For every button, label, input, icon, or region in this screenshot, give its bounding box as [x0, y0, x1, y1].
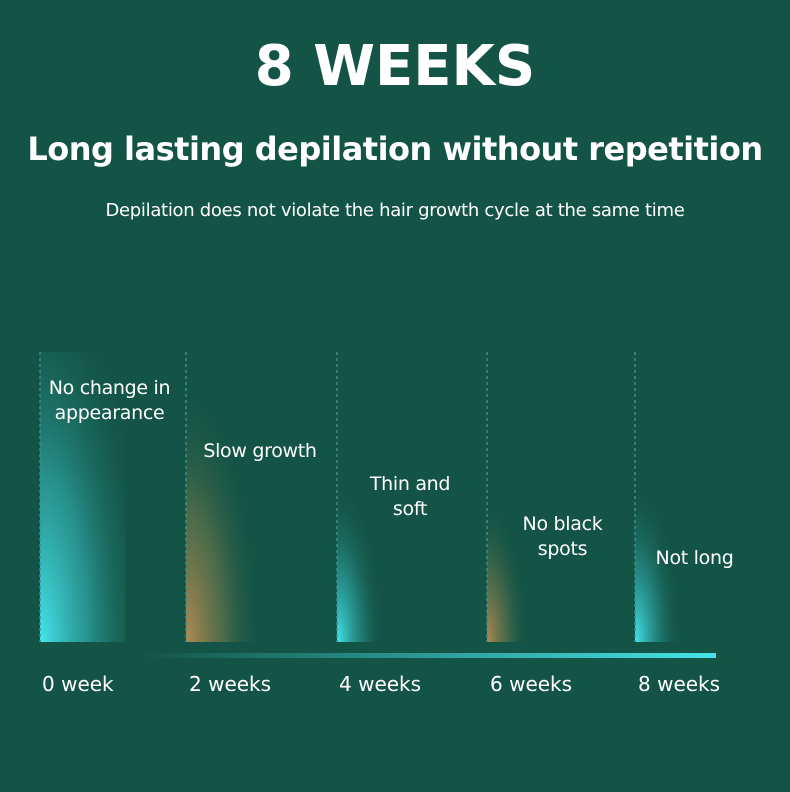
week-label: 2 weeks: [189, 672, 272, 696]
stage-note: Thin and soft: [369, 473, 451, 520]
timeline-bar: [140, 653, 716, 658]
title: 8 WEEKS: [254, 34, 536, 99]
week-label: 4 weeks: [339, 672, 422, 696]
panel: [635, 352, 720, 642]
week-label: 0 week: [42, 672, 114, 696]
week-label: 8 weeks: [638, 672, 721, 696]
description: Depilation does not violate the hair gro…: [105, 200, 685, 221]
stage-note: No black spots: [522, 513, 603, 560]
panel: [487, 352, 572, 642]
stage-note: No change in appearance: [48, 377, 171, 424]
stage-note: Not long: [655, 547, 734, 569]
subtitle: Long lasting depilation without repetiti…: [27, 130, 763, 168]
panel: [186, 352, 271, 642]
panel: [40, 352, 125, 642]
panel: [337, 352, 422, 642]
week-label: 6 weeks: [490, 672, 573, 696]
stage-note: Slow growth: [203, 440, 317, 462]
